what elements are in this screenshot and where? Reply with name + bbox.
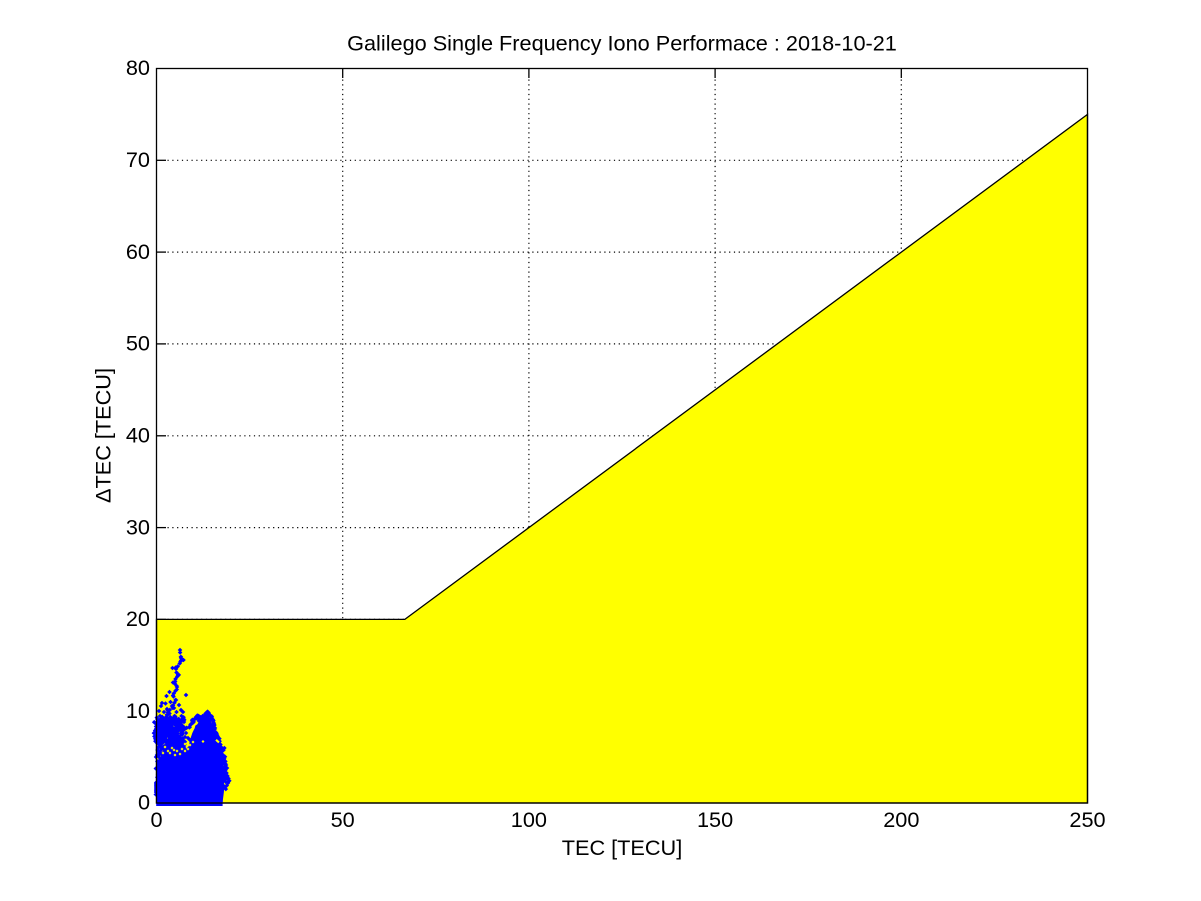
svg-text:200: 200: [883, 807, 919, 832]
svg-text:40: 40: [126, 422, 150, 447]
svg-text:0: 0: [138, 790, 150, 815]
svg-text:50: 50: [331, 807, 355, 832]
svg-text:60: 60: [126, 239, 150, 264]
svg-text:TEC [TECU]: TEC [TECU]: [562, 835, 683, 860]
svg-text:0: 0: [150, 807, 162, 832]
svg-text:80: 80: [126, 55, 150, 80]
svg-text:30: 30: [126, 514, 150, 539]
svg-text:70: 70: [126, 147, 150, 172]
svg-text:20: 20: [126, 606, 150, 631]
svg-text:250: 250: [1069, 807, 1105, 832]
svg-text:50: 50: [126, 331, 150, 356]
svg-text:100: 100: [511, 807, 547, 832]
svg-text:150: 150: [697, 807, 733, 832]
svg-text:ΔTEC [TECU]: ΔTEC [TECU]: [91, 368, 116, 503]
svg-text:10: 10: [126, 698, 150, 723]
svg-text:Galilego Single Frequency Iono: Galilego Single Frequency Iono Performac…: [347, 31, 897, 56]
